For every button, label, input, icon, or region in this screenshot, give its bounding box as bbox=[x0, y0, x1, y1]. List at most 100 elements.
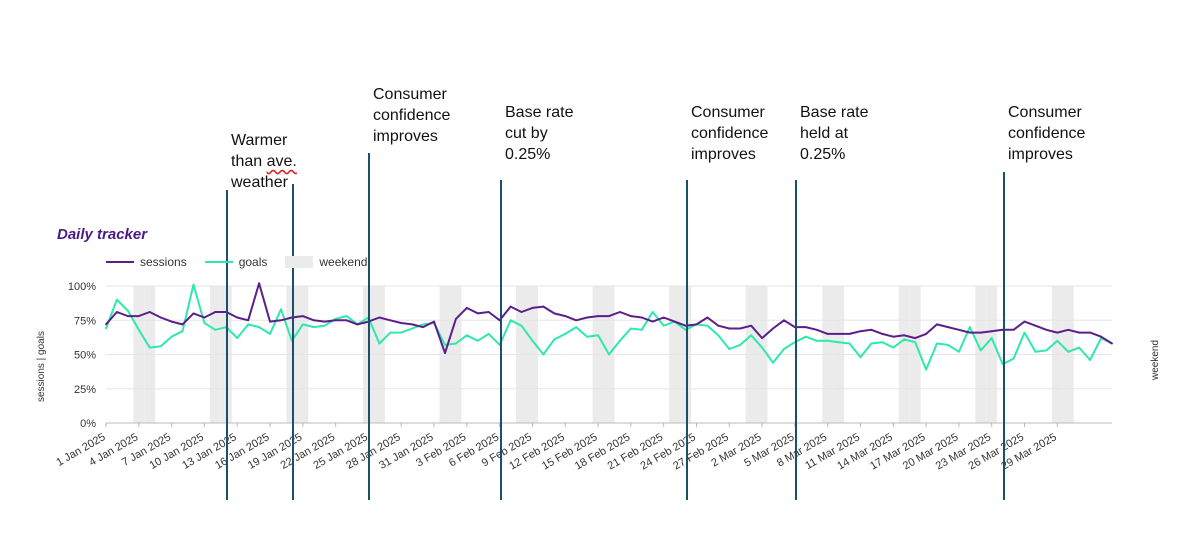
data-point-sessions bbox=[126, 315, 129, 318]
annotation-line-text: Base rate bbox=[800, 104, 869, 121]
annotation-text: Base rate cut by 0.25% bbox=[505, 102, 573, 165]
data-point-goals bbox=[1089, 359, 1092, 361]
data-point-sessions bbox=[651, 320, 654, 323]
data-point-goals bbox=[520, 324, 523, 327]
legend-item-goals: goals bbox=[204, 255, 268, 269]
data-point-goals bbox=[105, 327, 107, 330]
annotation-line-text: than ave. bbox=[231, 153, 297, 170]
annotation-text: Warmer than ave. weather bbox=[231, 130, 297, 193]
data-point-sessions bbox=[1012, 328, 1015, 331]
annotation-line-text: improves bbox=[691, 146, 756, 163]
data-point-goals bbox=[389, 331, 392, 334]
data-point-goals bbox=[148, 346, 151, 349]
data-point-goals bbox=[247, 323, 250, 326]
data-point-goals bbox=[1056, 339, 1059, 342]
data-point-sessions bbox=[826, 333, 829, 335]
data-point-sessions bbox=[804, 326, 807, 328]
data-point-goals bbox=[476, 339, 479, 342]
annotation-line-text: confidence bbox=[373, 107, 451, 124]
data-point-sessions bbox=[958, 328, 960, 331]
data-point-goals bbox=[892, 346, 895, 349]
data-point-sessions bbox=[236, 316, 239, 319]
data-point-goals bbox=[914, 341, 917, 344]
data-point-sessions bbox=[1067, 328, 1070, 331]
annotation-line-text: Consumer bbox=[373, 86, 447, 103]
data-point-sessions bbox=[487, 311, 490, 313]
data-point-sessions bbox=[170, 320, 173, 323]
data-point-sessions bbox=[181, 323, 184, 326]
data-point-goals bbox=[181, 330, 184, 333]
data-point-sessions bbox=[433, 320, 435, 323]
right-axis-label: weekend bbox=[1150, 339, 1161, 380]
data-point-sessions bbox=[947, 326, 949, 328]
data-point-sessions bbox=[979, 331, 982, 334]
data-point-goals bbox=[1034, 350, 1037, 353]
data-point-goals bbox=[575, 326, 578, 328]
data-point-sessions bbox=[1045, 328, 1048, 331]
annotation-line-text: cut by bbox=[505, 125, 548, 142]
data-point-sessions bbox=[1111, 342, 1113, 345]
data-point-sessions bbox=[761, 337, 763, 339]
data-point-sessions bbox=[597, 315, 599, 318]
data-point-goals bbox=[629, 327, 632, 330]
data-point-goals bbox=[542, 353, 545, 356]
data-point-sessions bbox=[422, 326, 425, 328]
data-point-goals bbox=[312, 326, 315, 328]
data-point-goals bbox=[597, 334, 599, 337]
annotation-line-text: Base rate bbox=[505, 104, 574, 121]
data-point-sessions bbox=[312, 319, 315, 322]
data-point-goals bbox=[881, 341, 884, 344]
data-point-sessions bbox=[914, 337, 917, 339]
data-point-goals bbox=[116, 298, 118, 301]
data-point-sessions bbox=[717, 324, 720, 327]
data-point-sessions bbox=[389, 319, 392, 322]
data-point-goals bbox=[925, 368, 928, 371]
data-point-goals bbox=[979, 349, 982, 352]
legend-label-weekend: weekend bbox=[319, 255, 368, 269]
data-point-sessions bbox=[247, 319, 250, 322]
data-point-sessions bbox=[301, 315, 304, 318]
data-point-goals bbox=[400, 331, 403, 334]
data-point-sessions bbox=[608, 315, 610, 318]
data-point-sessions bbox=[400, 322, 403, 324]
legend-label-goals: goals bbox=[238, 255, 268, 269]
data-point-goals bbox=[706, 324, 709, 327]
data-point-goals bbox=[772, 361, 774, 364]
data-point-sessions bbox=[695, 323, 698, 326]
data-point-sessions bbox=[1023, 320, 1026, 323]
data-point-goals bbox=[651, 311, 654, 313]
data-point-sessions bbox=[629, 315, 632, 318]
data-point-sessions bbox=[706, 316, 709, 319]
annotation-line-text: confidence bbox=[1008, 125, 1086, 142]
data-point-goals bbox=[465, 334, 468, 337]
data-point-goals bbox=[531, 339, 534, 342]
data-point-sessions bbox=[859, 330, 862, 333]
y-tick-label: 25% bbox=[74, 384, 96, 396]
data-point-sessions bbox=[936, 323, 938, 326]
data-point-goals bbox=[553, 338, 556, 341]
legend-swatch-weekend bbox=[285, 256, 314, 268]
data-point-goals bbox=[1045, 349, 1048, 352]
data-point-goals bbox=[859, 356, 862, 359]
annotation-text: Base rate held at 0.25% bbox=[800, 102, 868, 165]
data-point-sessions bbox=[892, 335, 895, 338]
data-point-sessions bbox=[137, 315, 140, 318]
data-point-goals bbox=[761, 346, 763, 349]
data-point-sessions bbox=[848, 333, 851, 335]
data-point-sessions bbox=[673, 320, 676, 323]
data-point-sessions bbox=[619, 311, 621, 313]
annotation-line-text: weather bbox=[231, 174, 288, 191]
data-point-goals bbox=[640, 328, 643, 331]
data-point-sessions bbox=[772, 327, 774, 330]
data-point-goals bbox=[192, 283, 195, 286]
data-point-sessions bbox=[455, 317, 457, 320]
data-point-goals bbox=[804, 335, 807, 338]
data-point-goals bbox=[487, 333, 490, 335]
data-point-sessions bbox=[116, 311, 118, 313]
data-point-sessions bbox=[444, 352, 446, 355]
data-point-sessions bbox=[990, 330, 993, 333]
annotation-text: Consumer confidence improves bbox=[373, 84, 450, 147]
data-point-sessions bbox=[783, 319, 785, 322]
y-axis-label: sessions | goals bbox=[36, 331, 47, 402]
data-point-sessions bbox=[1078, 331, 1081, 334]
